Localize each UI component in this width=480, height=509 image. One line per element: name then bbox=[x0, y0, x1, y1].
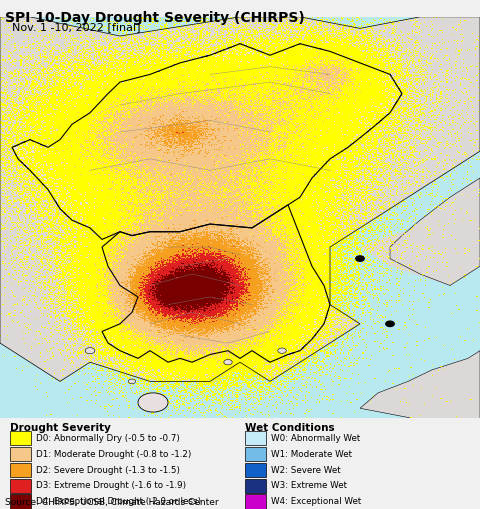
FancyBboxPatch shape bbox=[10, 463, 31, 477]
FancyBboxPatch shape bbox=[245, 447, 266, 462]
Text: W1: Moderate Wet: W1: Moderate Wet bbox=[271, 449, 352, 458]
Circle shape bbox=[356, 257, 364, 262]
Text: D0: Abnormally Dry (-0.5 to -0.7): D0: Abnormally Dry (-0.5 to -0.7) bbox=[36, 433, 180, 442]
Text: Nov. 1 -10, 2022 [final]: Nov. 1 -10, 2022 [final] bbox=[12, 22, 141, 33]
Text: W3: Extreme Wet: W3: Extreme Wet bbox=[271, 480, 347, 490]
FancyBboxPatch shape bbox=[245, 478, 266, 493]
Polygon shape bbox=[390, 179, 480, 286]
Polygon shape bbox=[390, 362, 480, 420]
Text: Drought Severity: Drought Severity bbox=[10, 422, 110, 432]
Polygon shape bbox=[360, 351, 480, 420]
Text: Wet Conditions: Wet Conditions bbox=[245, 422, 335, 432]
FancyBboxPatch shape bbox=[245, 463, 266, 477]
Text: W0: Abnormally Wet: W0: Abnormally Wet bbox=[271, 433, 360, 442]
Text: Source: CHIRPS, UCSB, Climate Hazards Center: Source: CHIRPS, UCSB, Climate Hazards Ce… bbox=[5, 497, 218, 506]
FancyBboxPatch shape bbox=[245, 495, 266, 509]
Polygon shape bbox=[12, 45, 402, 240]
FancyBboxPatch shape bbox=[10, 431, 31, 445]
Circle shape bbox=[224, 360, 232, 365]
Circle shape bbox=[129, 379, 136, 384]
Text: W4: Exceptional Wet: W4: Exceptional Wet bbox=[271, 496, 361, 505]
FancyBboxPatch shape bbox=[245, 431, 266, 445]
Text: W2: Severe Wet: W2: Severe Wet bbox=[271, 465, 341, 474]
FancyBboxPatch shape bbox=[10, 447, 31, 462]
Text: SPI 10-Day Drought Severity (CHIRPS): SPI 10-Day Drought Severity (CHIRPS) bbox=[5, 11, 304, 25]
Circle shape bbox=[138, 393, 168, 412]
Polygon shape bbox=[102, 206, 330, 362]
Circle shape bbox=[85, 348, 95, 354]
Circle shape bbox=[278, 348, 286, 354]
Text: D2: Severe Drought (-1.3 to -1.5): D2: Severe Drought (-1.3 to -1.5) bbox=[36, 465, 180, 474]
Circle shape bbox=[386, 322, 394, 327]
FancyBboxPatch shape bbox=[10, 495, 31, 509]
Text: D4: Exceptional Drought (-2.0 or less): D4: Exceptional Drought (-2.0 or less) bbox=[36, 496, 201, 505]
Polygon shape bbox=[360, 190, 480, 286]
Text: D3: Extreme Drought (-1.6 to -1.9): D3: Extreme Drought (-1.6 to -1.9) bbox=[36, 480, 186, 490]
FancyBboxPatch shape bbox=[10, 478, 31, 493]
Text: D1: Moderate Drought (-0.8 to -1.2): D1: Moderate Drought (-0.8 to -1.2) bbox=[36, 449, 192, 458]
Polygon shape bbox=[0, 18, 480, 382]
